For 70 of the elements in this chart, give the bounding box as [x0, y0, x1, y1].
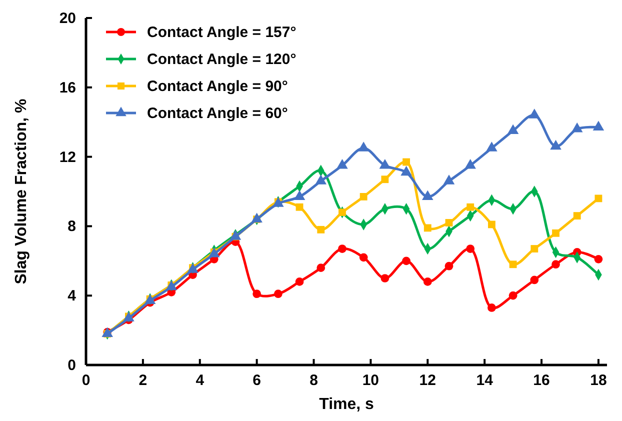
point: [422, 190, 434, 200]
point: [530, 276, 539, 284]
x-tick-label: 0: [82, 372, 90, 389]
y-tick-label: 4: [68, 288, 77, 305]
point: [507, 124, 519, 134]
point: [402, 256, 410, 266]
point: [594, 254, 603, 264]
x-axis-title: Time, s: [319, 396, 374, 413]
point: [571, 122, 583, 132]
point: [488, 304, 496, 312]
point: [550, 140, 562, 150]
point: [294, 190, 306, 200]
point: [381, 176, 389, 184]
point: [466, 244, 475, 253]
y-axis-title: Slag Volume Fraction, %: [13, 98, 30, 284]
point: [230, 230, 242, 240]
x-tick-label: 10: [362, 372, 380, 389]
point: [445, 219, 453, 226]
point: [486, 142, 498, 152]
point: [402, 158, 410, 166]
point: [423, 278, 432, 286]
legend-label: Contact Angle = 157°: [147, 24, 296, 41]
point: [338, 208, 346, 216]
point: [336, 158, 348, 169]
point: [592, 120, 604, 131]
legend-label: Contact Angle = 60°: [147, 105, 288, 122]
x-tick-label: 4: [196, 372, 205, 389]
point: [552, 260, 560, 269]
point: [400, 166, 412, 176]
y-tick-label: 0: [68, 357, 76, 374]
point: [338, 244, 346, 253]
point: [317, 226, 325, 234]
point: [528, 108, 540, 118]
x-tick-label: 2: [138, 372, 148, 389]
point: [379, 158, 391, 169]
y-tick-label: 12: [59, 148, 76, 166]
x-tick-label: 12: [419, 372, 436, 389]
point: [315, 174, 327, 184]
point: [251, 212, 262, 223]
point: [552, 229, 560, 237]
point: [573, 212, 581, 220]
x-tick-label: 8: [310, 372, 318, 389]
legend-label: Contact Angle = 90°: [147, 78, 288, 95]
legend-label: Contact Angle = 120°: [147, 51, 296, 68]
x-tick-label: 14: [476, 372, 494, 389]
y-tick-label: 16: [59, 79, 76, 96]
point: [530, 245, 538, 252]
point: [252, 290, 262, 298]
point: [594, 194, 602, 202]
point: [360, 192, 368, 200]
point: [424, 224, 432, 232]
point: [464, 158, 476, 169]
point: [296, 203, 304, 211]
x-tick-label: 16: [533, 372, 550, 389]
point: [509, 260, 517, 268]
x-tick-label: 18: [590, 372, 607, 389]
point: [316, 264, 326, 272]
point: [443, 174, 455, 184]
point: [295, 278, 304, 286]
point: [466, 203, 474, 211]
y-tick-label: 20: [59, 10, 76, 27]
point: [359, 253, 368, 262]
point: [380, 274, 390, 282]
x-tick-label: 6: [252, 372, 261, 389]
y-tick-label: 8: [68, 218, 76, 236]
point: [508, 291, 518, 300]
point: [358, 142, 370, 152]
point: [274, 290, 282, 298]
point: [444, 262, 454, 270]
point: [488, 220, 496, 228]
